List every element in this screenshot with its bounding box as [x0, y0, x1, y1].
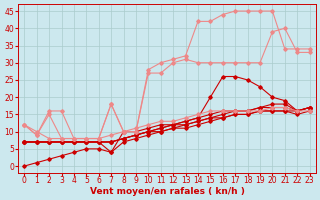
X-axis label: Vent moyen/en rafales ( kn/h ): Vent moyen/en rafales ( kn/h ): [90, 187, 244, 196]
